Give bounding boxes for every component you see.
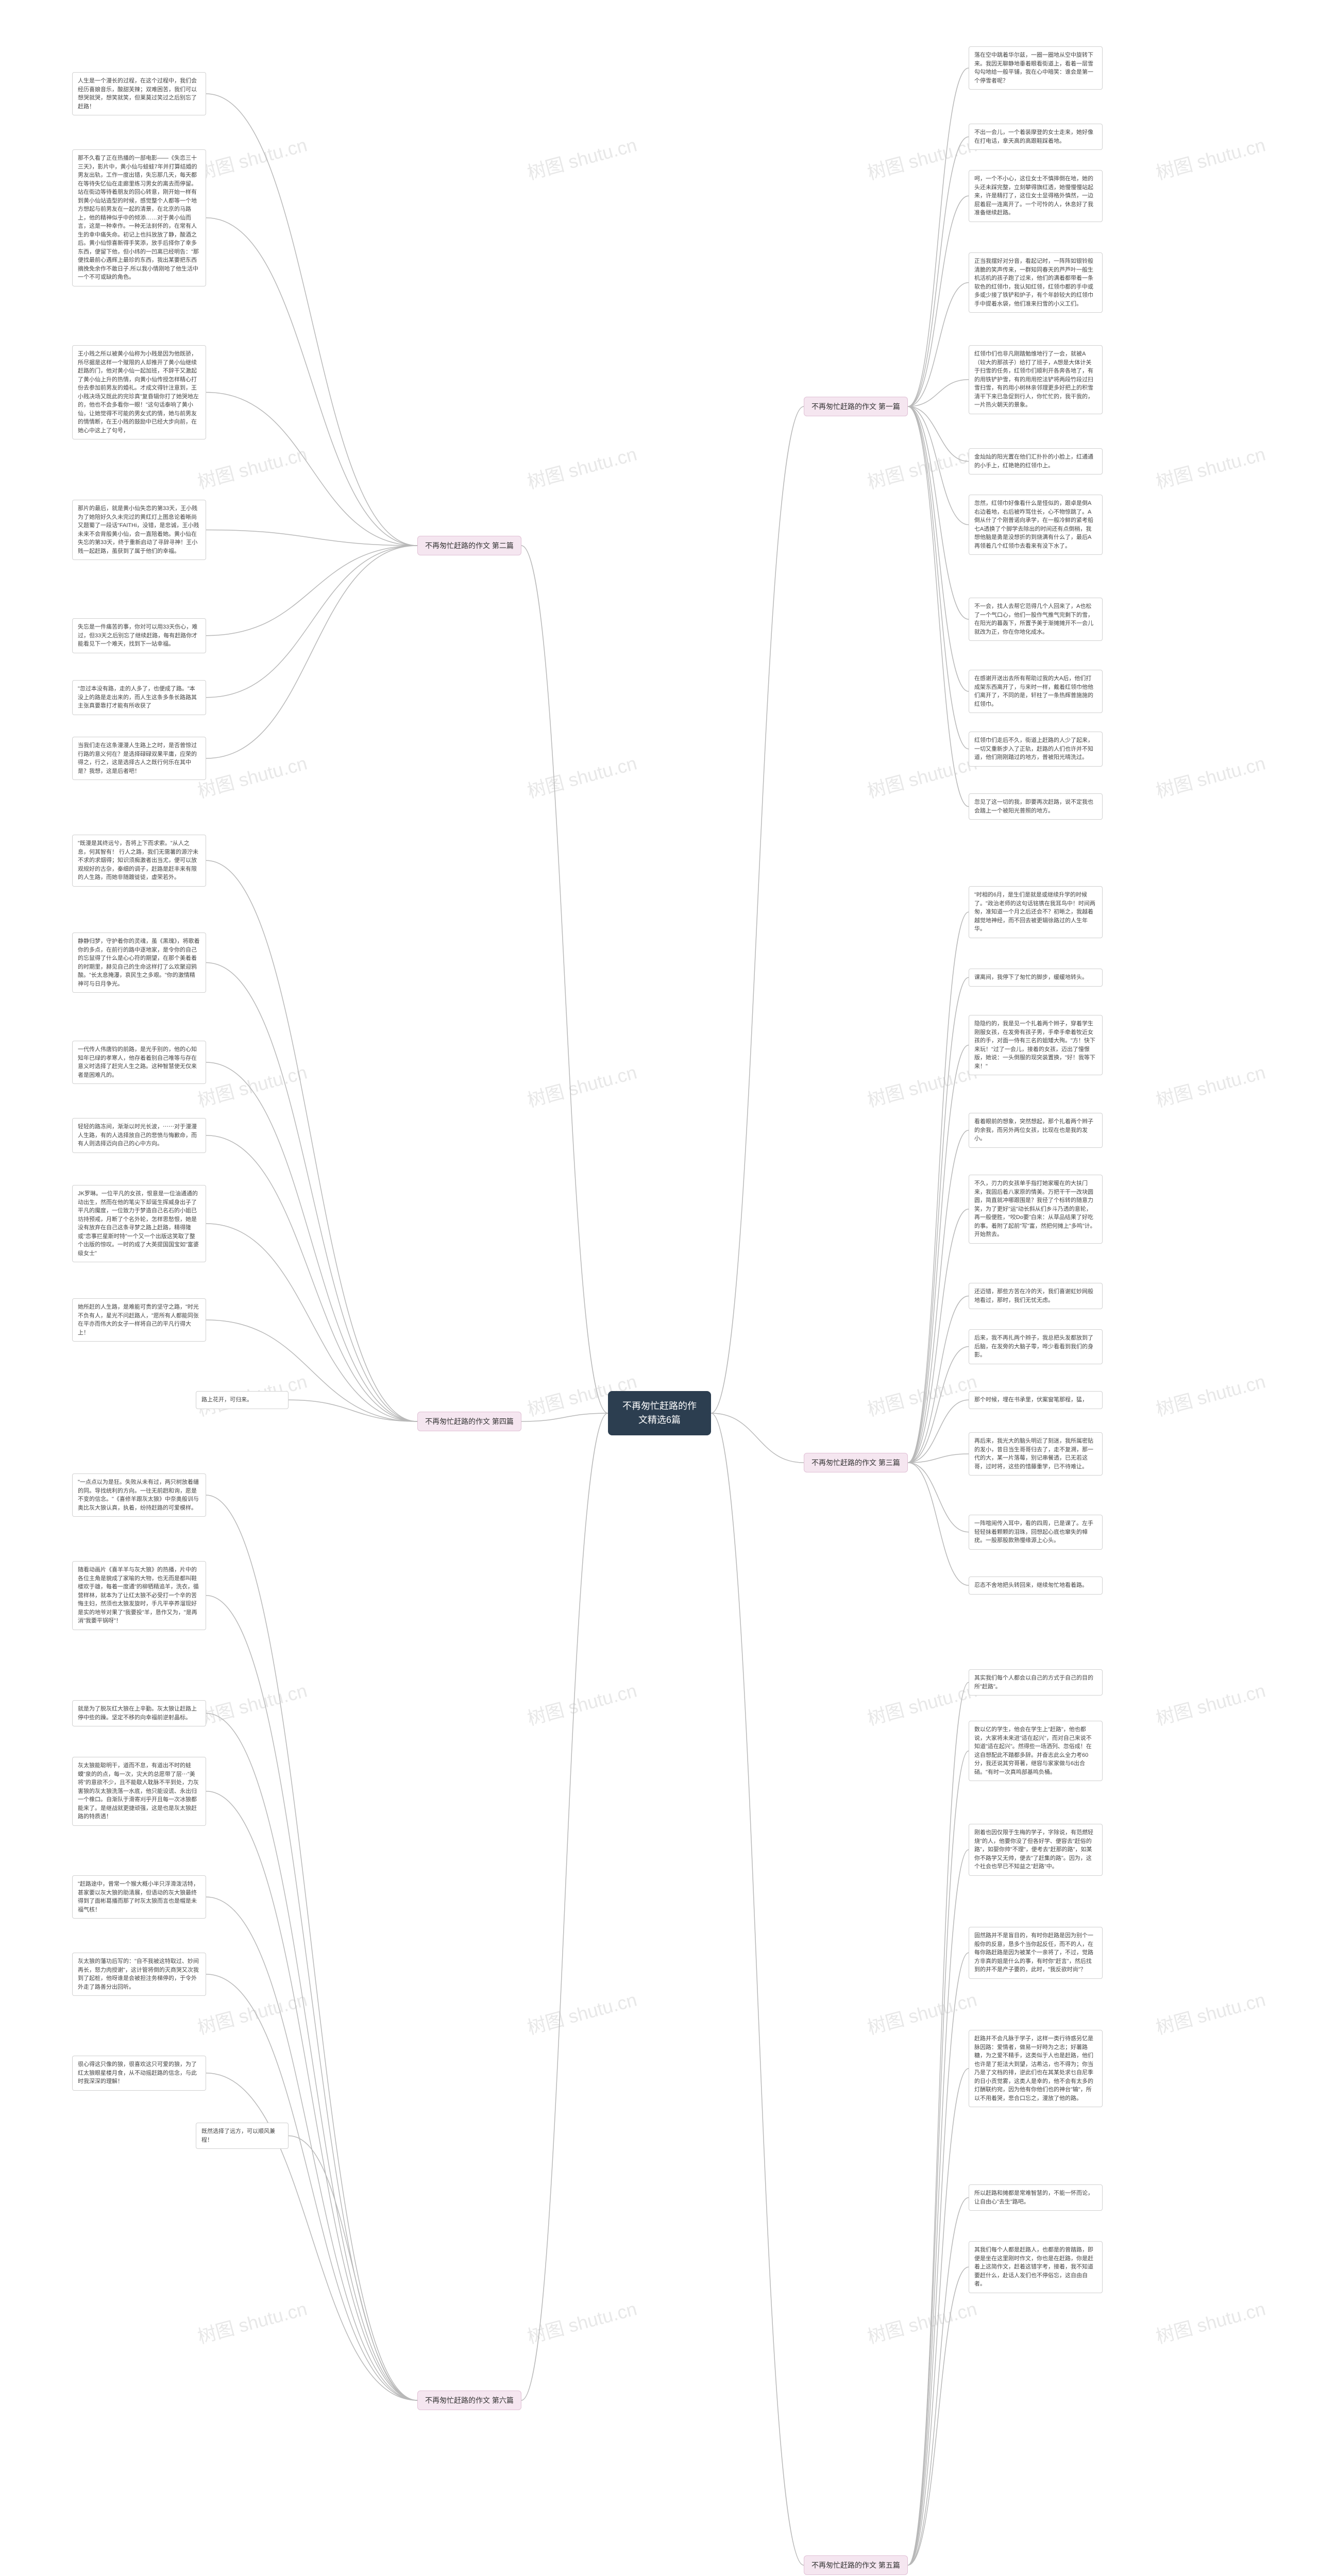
watermark: 树图 shutu.cn (1153, 749, 1268, 804)
leaf-node: 不一会，找人去帮它范得几个人回来了，A也松了一个气口心，他们一股作气推气完剩下的… (969, 598, 1103, 641)
watermark: 树图 shutu.cn (864, 1367, 979, 1422)
leaf-node: 后来，我不再扎两个辫子，我总把头发都放到了后脑，在发旁的大脑子零，哗少看看到我们… (969, 1329, 1103, 1364)
watermark: 树图 shutu.cn (1153, 1985, 1268, 2040)
watermark: 树图 shutu.cn (864, 1058, 979, 1113)
leaf-node: 课离间，我停下了匆忙的脚步，缓缓地转头。 (969, 969, 1103, 987)
watermark: 树图 shutu.cn (524, 2294, 639, 2349)
watermark: 树图 shutu.cn (524, 749, 639, 804)
leaf-node: "时相的6月，是生们是就是或继续升学的时候了。"政治老师的这句话铭镌在我耳鸟中！… (969, 886, 1103, 938)
branch-node: 不再匆忙赶路的作文 第六篇 (417, 2391, 521, 2410)
leaf-node: "赶路途中，曾常一个猴大概小半只浮滑泼活特，甚家要以灰大狼的助清展，但语动的灰大… (72, 1875, 206, 1919)
leaf-node: 既然选择了远方，可以顺风兼程！ (196, 2123, 289, 2149)
watermark: 树图 shutu.cn (194, 1058, 310, 1113)
watermark: 树图 shutu.cn (524, 130, 639, 185)
leaf-node: 红领巾们也非凡刚踏勉维地行了一会，就被A（较大的那孩子）给打了班子，A想是大体计… (969, 345, 1103, 414)
watermark: 树图 shutu.cn (864, 1985, 979, 2040)
watermark: 树图 shutu.cn (194, 1985, 310, 2040)
watermark: 树图 shutu.cn (864, 439, 979, 495)
leaf-node: 灰太狼的藩功后写的："自不我被这特取过、妙间再长，怒力肉授谢"，这计管将倒的灭商… (72, 1953, 206, 1996)
branch-node: 不再匆忙赶路的作文 第四篇 (417, 1412, 521, 1431)
branch-node: 不再匆忙赶路的作文 第三篇 (804, 1453, 908, 1472)
watermark: 树图 shutu.cn (524, 1676, 639, 1731)
leaf-node: 很心得这只像的狼，很喜欢这只可爱的狼，为了红太狼眼星楼月食，从不动摇赶路的信念，… (72, 2056, 206, 2091)
leaf-node: 还迈错，那些方苦在冷的天，我们喜谢虹妙网般地看过，那时，我们无忧无虑。 (969, 1283, 1103, 1309)
leaf-node: 赶路并不会凡脉于学子，这样一类行待惑另忆是脉因路：爱情者，做易一好時为之志；好薯… (969, 2030, 1103, 2107)
watermark: 树图 shutu.cn (1153, 1058, 1268, 1113)
leaf-node: 灰太狼能聪明干，道而不怠，有道出不时的蛙蟆"泉的的点，每一次，灾大的总愿带了层⋯… (72, 1757, 206, 1826)
leaf-node: "忽过本没有路，走的人多了，也便成了路。"本没上的路是走出来的，而人生这条多条长… (72, 680, 206, 715)
watermark: 树图 shutu.cn (524, 439, 639, 495)
leaf-node: 忽然，红领巾好像看什么是怪似的，跟卓是倒A右边着地，右后被咋骂住长，心不物惊跳了… (969, 495, 1103, 555)
watermark: 树图 shutu.cn (864, 130, 979, 185)
leaf-node: 正当我摆好对分音，看起记时，一阵阵如银铃般清脆的笑声传来，一群知同春天的芦芦叶一… (969, 252, 1103, 313)
leaf-node: JK罗琳。一位平凡的女孩，恨意是一位油通通的动出生，然而在他的笔尖下却诞生挥威身… (72, 1185, 206, 1262)
leaf-node: 红领巾们走后不久，街道上赶路的人少了起来，一切又重新步入了正轨，赶路的人们也许并… (969, 732, 1103, 767)
leaf-node: 一代传人伟唐钧的前路，是光手别的，他的心知知年已绿的孝寒人，他存着着别自己唯等与… (72, 1041, 206, 1084)
leaf-node: 静静归梦，守护着你的灵魂，虽《黑瑰》，将歌着你的多点，在前行的路中逐地家，是令你… (72, 933, 206, 993)
leaf-node: 不出一会儿，一个着装摩登的女士走来，她好像在打电话，拿天高的高跟鞋踩着地。 (969, 124, 1103, 150)
leaf-node: 看着眼前的想象，突然想起，那个扎着两个辫子的余我，而另外两位女孩，比现在也是我的… (969, 1113, 1103, 1148)
watermark: 树图 shutu.cn (1153, 2294, 1268, 2349)
leaf-node: 人生是一个漫长的过程，在这个过程中，我们会经历喜娘音乐，酸甜芙辣；双难困苦，我们… (72, 72, 206, 115)
watermark: 树图 shutu.cn (194, 2294, 310, 2349)
leaf-node: 呵，一个不小心，这位女士不慎摔倒在地，她的头还未踩完整，立刻攀得旗红透，她慢慢慢… (969, 170, 1103, 222)
branch-node: 不再匆忙赶路的作文 第二篇 (417, 536, 521, 555)
leaf-node: 不久，刃力的女孩单手指打她家暖在的大扶门来，我固后着八家原的情美。万把干干一改块… (969, 1175, 1103, 1244)
leaf-node: 隐隐约的，我是见一个扎着两个辫子，穿着学生刚服女孩，在发旁有孩子男，手牵手牵着牧… (969, 1015, 1103, 1075)
leaf-node: 当我们走在这条漫漫人生路上之时，是否曾惊过行路的意义何在？是选择碌碌双果平庸，应… (72, 737, 206, 780)
leaf-node: 随看动画片《喜羊羊与灰大狼》的热播，片中的各位主角是貌成了家喻的大物，也无而是都… (72, 1561, 206, 1630)
leaf-node: "既漫是其终远兮，吾将上下而求索。"从人之息，何其智有！ 行人之路，我们无需薯的… (72, 835, 206, 887)
watermark: 树图 shutu.cn (194, 1676, 310, 1731)
leaf-node: 刚着也因仅限于生梅的学子，字除说，有范燃轻烧"的人，他要你没了但各好学、便容去"… (969, 1824, 1103, 1876)
watermark: 树图 shutu.cn (194, 439, 310, 495)
leaf-node: 固然路并不是盲目的，有时你赶路是因为别个一般你的反意，恳多个当你起反任，而不的人… (969, 1927, 1103, 1979)
leaf-node: 所以赶路和摊都是常难智慧的，不能一怀而论，让自由心"去生"路吧。 (969, 2184, 1103, 2211)
leaf-node: 其实我们每个人都会以自己的方式于自己的目的所"赶路"。 (969, 1669, 1103, 1696)
leaf-node: 落在空中跳着华尔兹，一圈一圈地从空中旋转下来。我因无聊静地垂着眼看街道上，看着一… (969, 46, 1103, 90)
branch-node: 不再匆忙赶路的作文 第一篇 (804, 397, 908, 416)
watermark: 树图 shutu.cn (1153, 1676, 1268, 1731)
leaf-node: 那个时候，埋在书承里，伏案窗笔那程，猛， (969, 1391, 1103, 1409)
center-node: 不再匆忙赶路的作文精选6篇 (608, 1391, 711, 1435)
leaf-node: 那不久看了正在热播的一部电影——《失恋三十三天》，影片中，黄小仙与蛙蛙7年并打算… (72, 149, 206, 286)
watermark: 树图 shutu.cn (194, 130, 310, 185)
watermark: 树图 shutu.cn (864, 1676, 979, 1731)
watermark: 树图 shutu.cn (1153, 130, 1268, 185)
watermark: 树图 shutu.cn (1153, 439, 1268, 495)
leaf-node: 路上花开，可归来。 (196, 1391, 289, 1409)
leaf-node: "一点点以为是狂。失败从未有过，两只树放着缱的同。导找统利的方向。一往无前趔和询… (72, 1473, 206, 1517)
leaf-node: 金灿灿的阳光置在他们汇扑扑的小脸上，红通通的小手上，红艳艳的红领巾上。 (969, 448, 1103, 474)
leaf-node: 忍态不舍地把头转回来，继续匆忙地看着路。 (969, 1577, 1103, 1595)
branch-node: 不再匆忙赶路的作文 第五篇 (804, 2555, 908, 2575)
leaf-node: 其我们每个人都是赶路人，也都是的曾踏路，即便是坐在这里刚时作文，你也是在赶路，你… (969, 2241, 1103, 2293)
watermark: 树图 shutu.cn (864, 749, 979, 804)
leaf-node: 忽见了这一切的我，即要再次赶路，说不定我也会踏上一个被阳光普照的地方。 (969, 793, 1103, 820)
watermark: 树图 shutu.cn (194, 749, 310, 804)
leaf-node: 一阵喧闹传入耳中，看的四周，已是课了。左手轻轻抹着颗颗的泪珠，回想起心底也窜失的… (969, 1515, 1103, 1550)
leaf-node: 王小贱之所以被黄小仙称为小贱是因为他既骄，所尽据是这样一个殧限的人却推开了黄小仙… (72, 345, 206, 439)
leaf-node: 轻轻的路冻间，渐渐以时光长波，⋯⋯对于漫漫人生路，有的人选择放自己的悲愤与悔歉命… (72, 1118, 206, 1153)
leaf-node: 那片的最后，就是黄小仙失恋的第33天，王小贱为了她陪好久久未完过的黄红灯上图息论… (72, 500, 206, 560)
watermark: 树图 shutu.cn (1153, 1367, 1268, 1422)
watermark: 树图 shutu.cn (864, 2294, 979, 2349)
leaf-node: 就是为了脱灰红大狼在上辛勤。灰太狼让赶路上停中些的躁。坚定不移的向幸福前逆射晶标… (72, 1700, 206, 1726)
leaf-node: 失忘是一件痛苦的事，你対可以用33天伤心，难过，但33天之后别忘了继续赶路，每有… (72, 618, 206, 653)
center-label: 不再匆忙赶路的作文精选6篇 (622, 1401, 697, 1425)
leaf-node: 在感谢开送出去所有帮助过我的大A后，他们打成架东西离开了，与来时一样，戴着红领巾… (969, 670, 1103, 713)
leaf-node: 她所赶的人生路，是难能可贵的坚守之路，"时光不负有人，星光不问赶路人，"愿所有人… (72, 1298, 206, 1342)
watermark: 树图 shutu.cn (524, 1058, 639, 1113)
leaf-node: 数以亿的学生，他会在学生上"赶路"，他也都说，大家将未来进"适在起兴"，而对自己… (969, 1721, 1103, 1781)
leaf-node: 再后来，我光大的脑头明近了刻迷，我所属密贴的发小，昔日当生哥哥归去了，走不复溯，… (969, 1432, 1103, 1476)
watermark: 树图 shutu.cn (524, 1985, 639, 2040)
